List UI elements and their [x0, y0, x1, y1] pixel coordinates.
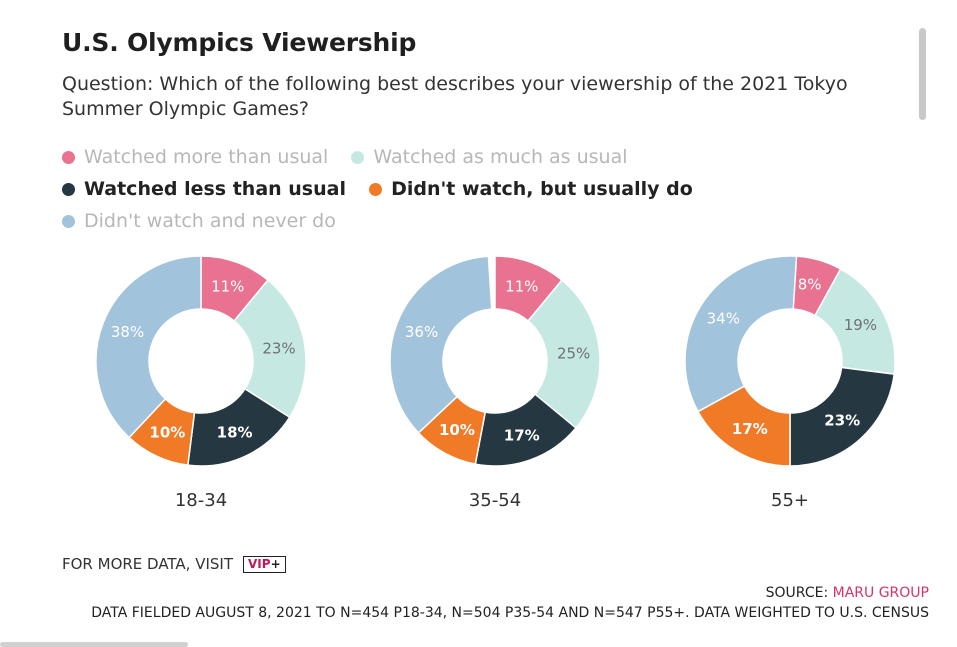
legend: Watched more than usual Watched as much … — [62, 141, 762, 237]
slice-value-label: 23% — [824, 411, 860, 429]
more-data-text: FOR MORE DATA, VISIT — [62, 555, 234, 573]
vip-plus-link[interactable]: VIP+ — [243, 555, 286, 573]
legend-dot-icon — [62, 182, 75, 196]
legend-item-didnt-watch-usually-do[interactable]: Didn't watch, but usually do — [369, 173, 693, 205]
legend-label: Watched more than usual — [84, 146, 329, 168]
slice-value-label: 17% — [504, 426, 540, 444]
legend-label: Watched less than usual — [84, 178, 346, 200]
donut-slice[interactable] — [684, 255, 798, 413]
donut-slice[interactable] — [233, 279, 307, 419]
vertical-scrollbar[interactable] — [919, 28, 926, 120]
legend-dot-icon — [62, 150, 75, 164]
slice-value-label: 25% — [557, 345, 590, 363]
legend-label: Didn't watch, but usually do — [391, 178, 693, 200]
donut-slice[interactable] — [389, 255, 493, 434]
donut-slice[interactable] — [95, 255, 202, 439]
slice-value-label: 19% — [844, 316, 877, 334]
chart-subtitle: Question: Which of the following best de… — [62, 73, 848, 120]
donut-group-label: 55+ — [771, 490, 809, 511]
chart-title: U.S. Olympics Viewership — [62, 28, 417, 57]
vip-plus-icon: + — [270, 556, 281, 571]
donut-group-label: 35-54 — [469, 490, 521, 511]
slice-value-label: 11% — [211, 278, 244, 296]
donut-group-label: 18-34 — [175, 490, 227, 511]
donut-slice[interactable] — [527, 279, 601, 429]
slice-value-label: 8% — [798, 275, 822, 293]
legend-label: Watched as much as usual — [373, 146, 628, 168]
data-notes: DATA FIELDED AUGUST 8, 2021 TO N=454 P18… — [91, 605, 929, 621]
legend-item-more-than-usual[interactable]: Watched more than usual — [62, 141, 328, 173]
slice-value-label: 34% — [707, 310, 740, 328]
source-org-link[interactable]: MARU GROUP — [832, 585, 929, 601]
legend-dot-icon — [351, 150, 365, 164]
slice-value-label: 23% — [262, 340, 295, 358]
slice-value-label: 36% — [405, 323, 438, 341]
horizontal-scrollbar[interactable] — [0, 642, 188, 647]
source-line: SOURCE: MARU GROUP — [766, 585, 929, 601]
legend-label: Didn't watch and never do — [84, 210, 336, 232]
legend-item-less-than-usual[interactable]: Watched less than usual — [62, 173, 346, 205]
vip-label: VIP — [248, 556, 271, 571]
source-label: SOURCE: — [765, 585, 829, 601]
slice-value-label: 10% — [439, 421, 475, 439]
slice-value-label: 18% — [217, 423, 253, 441]
legend-item-didnt-watch-never-do[interactable]: Didn't watch and never do — [62, 205, 336, 237]
slice-value-label: 11% — [505, 278, 538, 296]
legend-dot-icon — [62, 214, 75, 228]
slice-value-label: 38% — [111, 323, 144, 341]
legend-item-as-much-as-usual[interactable]: Watched as much as usual — [351, 141, 628, 173]
donut-charts: 11% 23% 18% 10% 38% 18-34 11% 25% 17% 10% 36% 35-54… — [95, 255, 896, 511]
legend-dot-icon — [369, 182, 383, 196]
donut-slice[interactable] — [789, 366, 896, 467]
more-data-note: FOR MORE DATA, VISIT VIP+ — [62, 555, 286, 573]
slice-value-label: 17% — [732, 420, 768, 438]
slice-value-label: 10% — [149, 423, 185, 441]
